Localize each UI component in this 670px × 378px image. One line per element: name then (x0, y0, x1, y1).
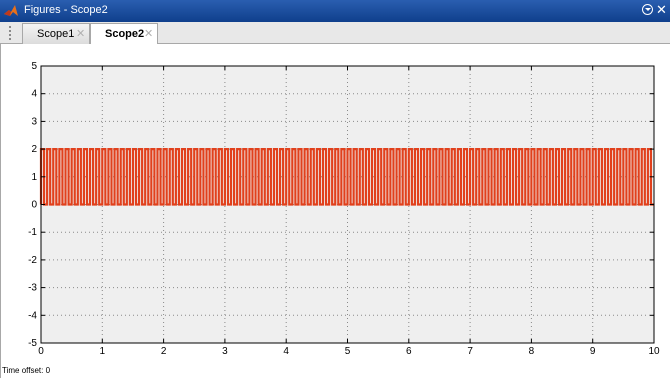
x-tick-label: 1 (100, 346, 106, 357)
matlab-logo-icon (4, 5, 18, 16)
x-tick-label: 9 (590, 346, 596, 357)
x-tick-label: 0 (38, 346, 44, 357)
x-tick-label: 7 (467, 346, 473, 357)
panel-left-border (0, 44, 1, 378)
x-tick-label: 2 (161, 346, 167, 357)
y-tick-label: 0 (31, 200, 37, 211)
window-title-bar: Figures - Scope2 ✕ (0, 0, 670, 22)
tab-label: Scope1 (37, 28, 75, 40)
scope-content-area: 0 1 2 3 4 5 6 7 8 9 10 -5 -4 -3 -2 -1 0 1 2 3 4 5 (0, 44, 670, 378)
scope-plot[interactable]: 0 1 2 3 4 5 6 7 8 9 10 -5 -4 -3 -2 -1 0 1 2 3 4 5 (0, 44, 670, 364)
y-tick-label: 3 (31, 116, 37, 127)
window-close-icon[interactable]: ✕ (656, 2, 667, 17)
window-title: Figures - Scope2 (24, 4, 108, 16)
x-tick-label: 3 (222, 346, 228, 357)
tab-scope1[interactable]: Scope1 ✕ (22, 23, 90, 44)
undock-icon[interactable] (642, 4, 653, 15)
toolbar-grip-icon[interactable] (9, 26, 11, 40)
series-line (39, 148, 654, 206)
y-tick-label: 4 (31, 89, 37, 100)
time-offset-value: 0 (45, 366, 51, 375)
tab-close-icon[interactable]: ✕ (76, 28, 86, 40)
y-tick-label: -1 (28, 227, 37, 238)
y-tick-label: -3 (28, 283, 37, 294)
tab-scope2[interactable]: Scope2 ✕ (90, 23, 158, 45)
x-tick-label: 6 (406, 346, 412, 357)
time-offset-label: Time offset: (2, 366, 44, 375)
y-tick-label: 2 (31, 144, 37, 155)
y-tick-label: -2 (28, 255, 37, 266)
x-tick-label: 8 (529, 346, 535, 357)
y-tick-label: -5 (28, 338, 37, 349)
figure-tab-bar: Scope1 ✕ Scope2 ✕ (0, 22, 670, 45)
x-tick-label: 5 (345, 346, 351, 357)
x-tick-label: 10 (648, 346, 660, 357)
tab-label: Scope2 (105, 28, 145, 40)
y-tick-label: 1 (31, 172, 37, 183)
y-tick-label: -4 (28, 310, 37, 321)
time-offset-status: Time offset: 0 (2, 366, 50, 375)
x-tick-label: 4 (283, 346, 289, 357)
y-tick-label: 5 (31, 61, 37, 72)
tab-close-icon[interactable]: ✕ (144, 28, 154, 40)
